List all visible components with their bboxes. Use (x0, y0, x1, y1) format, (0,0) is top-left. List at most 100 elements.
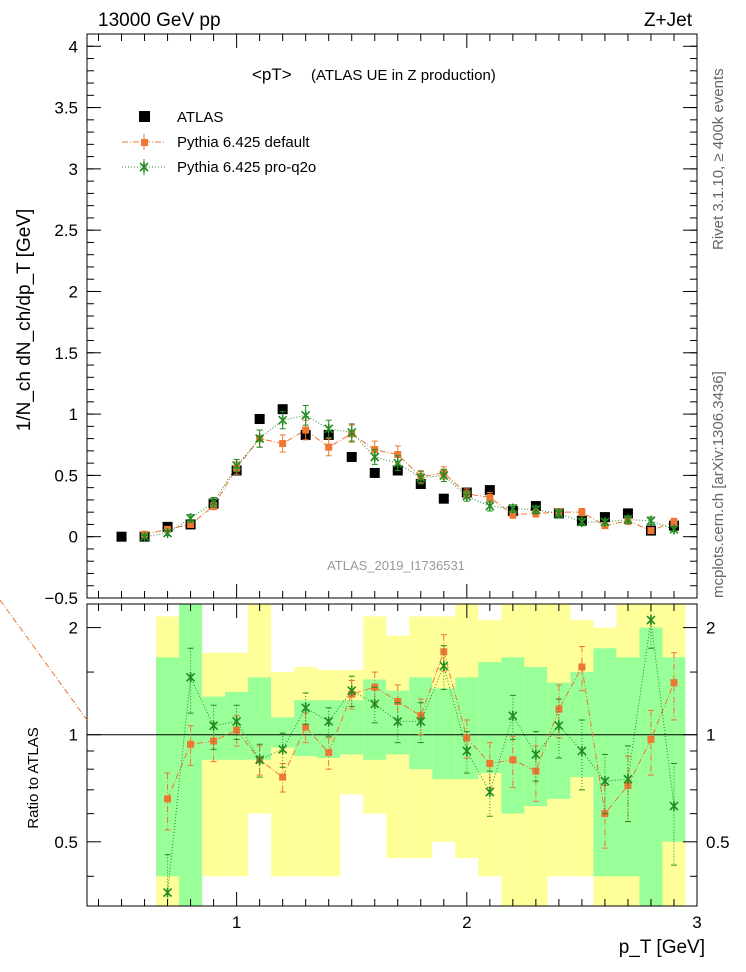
chart-subtitle: (ATLAS UE in Z production) (311, 67, 496, 84)
data-point-q2o (393, 458, 403, 469)
data-point-default (509, 511, 517, 519)
ratio-point-default (555, 705, 563, 713)
ratio-point-default (486, 759, 494, 767)
data-point-q2o (600, 516, 610, 527)
uncertainty-band-inner (340, 700, 364, 755)
data-point-q2o (439, 470, 449, 481)
data-point-q2o (139, 531, 150, 542)
data-point-q2o (577, 516, 587, 527)
chart-title: <pT> (252, 65, 292, 84)
y-tick-label: −0.5 (44, 589, 78, 608)
y-tick-label: 1 (69, 405, 78, 424)
legend-label-default: Pythia 6.425 default (177, 134, 310, 151)
data-point-default (670, 518, 678, 526)
data-point-default (647, 527, 655, 535)
data-point-atlas (254, 413, 265, 424)
uncertainty-band-inner (363, 679, 387, 760)
ratio-point-q2o (324, 716, 334, 727)
uncertainty-band-inner (156, 657, 180, 877)
uncertainty-band-inner (662, 657, 686, 842)
y-tick-label: 3.5 (54, 99, 78, 118)
ratio-point-default (509, 756, 517, 764)
uncertainty-band-inner (179, 604, 203, 906)
y-tick-label: 0 (69, 528, 78, 547)
ratio-point-default (164, 795, 172, 803)
ratio-point-q2o (301, 702, 311, 713)
data-point-q2o (462, 491, 472, 502)
watermark: ATLAS_2019_I1736531 (327, 558, 465, 573)
y-tick-label: 1.5 (54, 344, 78, 363)
data-point-q2o (554, 508, 564, 519)
uncertainty-band-inner (593, 648, 617, 877)
data-point-q2o (370, 452, 380, 462)
data-point-q2o (186, 513, 196, 524)
y-tick-label: 0.5 (54, 466, 78, 485)
uncertainty-band-inner (501, 657, 525, 814)
data-point-default (279, 440, 287, 448)
ratio-point-q2o (600, 776, 610, 787)
x-tick-label: 3 (692, 913, 701, 932)
header-process: 13000 GeV pp (98, 10, 221, 31)
ratio-y-axis-label: Ratio to ATLAS (25, 727, 42, 828)
ratio-y-tick-label: 1 (69, 726, 78, 745)
ratio-point-default (394, 697, 402, 705)
data-point-atlas (438, 493, 449, 504)
uncertainty-band-inner (616, 657, 640, 877)
side-label-mcplots: mcplots.cern.ch [arXiv:1306.3436] (710, 371, 727, 598)
data-point-q2o (485, 501, 495, 512)
data-point-q2o (163, 528, 173, 539)
x-tick-label: 2 (462, 913, 471, 932)
ratio-point-default (187, 740, 195, 748)
main-plot-series (116, 404, 679, 542)
ratio-point-default (325, 749, 333, 757)
header-analysis: Z+Jet (644, 10, 693, 31)
ratio-point-default (417, 712, 425, 720)
data-point-q2o (301, 410, 311, 421)
x-axis-label: p_T [GeV] (619, 937, 705, 958)
y-tick-label: 2 (69, 282, 78, 301)
data-point-q2o (324, 423, 334, 434)
ratio-point-default (210, 737, 218, 745)
uncertainty-band-inner (271, 717, 295, 748)
data-point-q2o (646, 515, 656, 526)
data-point-atlas (484, 485, 495, 496)
main-plot-panel: −0.5 0 0.5 1 1.5 2 2.5 3 3.5 4 <pT> (ATLAS UE in … (14, 33, 698, 608)
series-line-q2o (144, 414, 675, 538)
legend-label-q2o: Pythia 6.425 pro-q2o (177, 159, 316, 176)
uncertainty-band-inner (524, 666, 548, 807)
data-point-q2o (669, 524, 679, 535)
ratio-point-q2o (462, 745, 472, 756)
data-point-q2o (416, 472, 426, 483)
data-point-q2o (278, 415, 288, 426)
ratio-point-q2o (646, 615, 656, 626)
ratio-y-tick-label: 2 (69, 619, 78, 638)
ratio-y-tick-label-right: 1 (706, 726, 715, 745)
ratio-y-tick-label: 0.5 (54, 833, 78, 852)
uncertainty-band-inner (432, 688, 456, 780)
data-point-q2o (347, 427, 357, 438)
ratio-point-default (647, 735, 655, 743)
ratio-point-q2o (416, 716, 426, 727)
main-plot-frame (86, 33, 698, 599)
data-point-default (394, 451, 402, 459)
data-point-default (578, 508, 586, 516)
data-point-atlas (622, 508, 633, 519)
uncertainty-band-inner (547, 682, 571, 799)
uncertainty-band-outer (225, 652, 249, 877)
ratio-y-tick-label-right: 2 (706, 619, 715, 638)
uncertainty-band-outer (202, 652, 226, 877)
data-point-q2o (232, 460, 242, 471)
data-point-default (325, 443, 333, 451)
ratio-point-q2o (370, 698, 380, 709)
uncertainty-band-inner (570, 672, 594, 778)
legend-label-atlas: ATLAS (177, 109, 223, 126)
y-tick-label: 4 (69, 37, 78, 56)
ratio-point-q2o (554, 720, 564, 731)
legend: ATLAS Pythia 6.425 default Pythia 6.425 … (122, 109, 316, 176)
data-point-q2o (255, 433, 265, 444)
ratio-point-q2o (347, 685, 357, 696)
uncertainty-band-inner (478, 662, 502, 774)
data-point-atlas (116, 531, 127, 542)
data-point-atlas (277, 404, 288, 415)
